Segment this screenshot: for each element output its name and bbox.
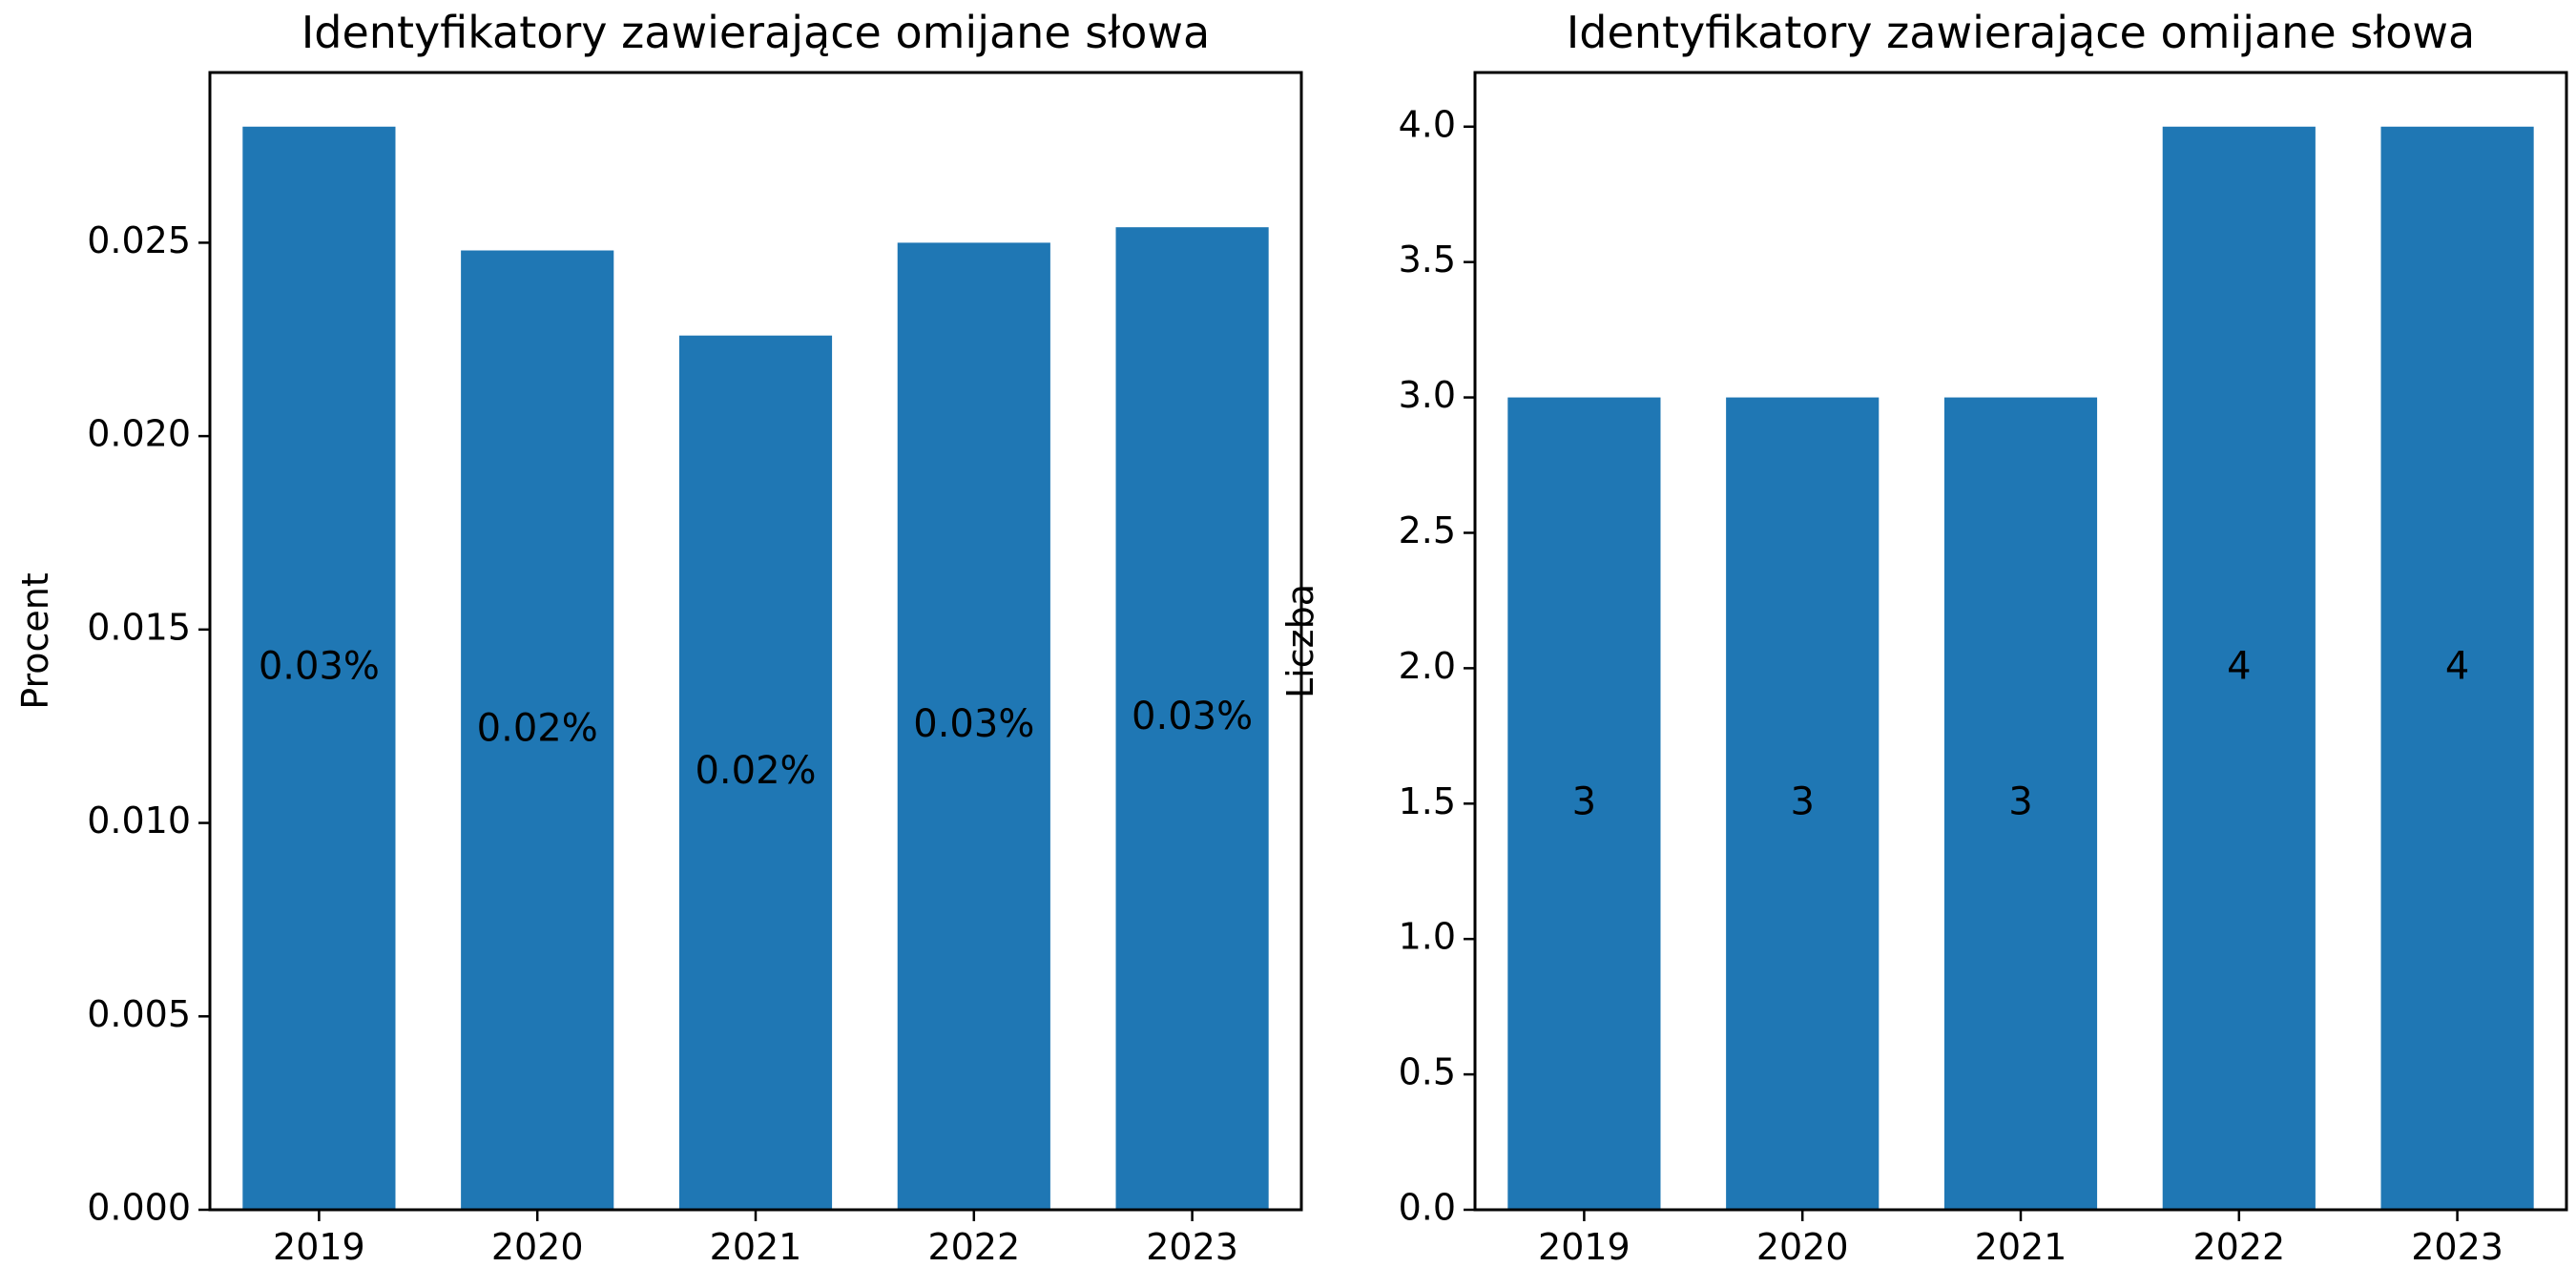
chart-title: Identyfikatory zawierające omijane słowa — [301, 7, 1211, 58]
y-tick-label: 0.005 — [87, 993, 191, 1035]
bar-2019 — [242, 126, 396, 1210]
x-tick-label: 2020 — [491, 1226, 584, 1268]
bar-2019 — [1507, 397, 1661, 1211]
y-tick-label: 2.0 — [1399, 645, 1456, 687]
bar-label: 0.03% — [913, 702, 1034, 746]
y-axis-label: Liczba — [1279, 584, 1321, 698]
y-tick-label: 1.5 — [1399, 780, 1456, 822]
y-tick-label: 3.0 — [1399, 374, 1456, 416]
x-tick-label: 2022 — [927, 1226, 1020, 1268]
x-tick-label: 2023 — [2411, 1226, 2503, 1268]
bar-label: 3 — [1572, 779, 1596, 823]
y-tick-label: 1.0 — [1399, 916, 1456, 958]
y-tick-label: 0.025 — [87, 219, 191, 261]
y-tick-label: 0.000 — [87, 1187, 191, 1229]
y-tick-label: 3.5 — [1399, 239, 1456, 280]
y-tick-label: 4.0 — [1399, 103, 1456, 145]
y-tick-label: 0.0 — [1399, 1187, 1456, 1229]
y-axis-label: Procent — [14, 572, 56, 710]
x-tick-label: 2023 — [1146, 1226, 1238, 1268]
y-tick-label: 0.020 — [87, 413, 191, 455]
bar-label: 3 — [1790, 779, 1814, 823]
bar-label: 0.03% — [259, 644, 380, 688]
y-tick-label: 0.015 — [87, 606, 191, 648]
bar-label: 0.02% — [695, 749, 816, 793]
bar-label: 4 — [2445, 644, 2469, 688]
x-tick-label: 2019 — [273, 1226, 365, 1268]
chart-count: 3 3 3 4 4 2019 2020 2021 2022 2023 0.0 0.5 1.0 1.5 2.0… — [1279, 7, 2568, 1268]
bar-label: 3 — [2008, 779, 2032, 823]
bar-label: 0.03% — [1132, 695, 1253, 738]
y-tick-label: 0.5 — [1399, 1051, 1456, 1093]
x-tick-label: 2021 — [1975, 1226, 2067, 1268]
bar-2020 — [1726, 397, 1880, 1211]
bar-2021 — [678, 335, 833, 1210]
bar-2023 — [1115, 227, 1269, 1210]
bar-label: 4 — [2227, 644, 2251, 688]
y-tick-label: 2.5 — [1399, 509, 1456, 551]
bar-2022 — [897, 242, 1050, 1211]
bar-2020 — [461, 250, 614, 1210]
x-tick-label: 2020 — [1756, 1226, 1849, 1268]
y-tick-label: 0.010 — [87, 800, 191, 841]
bar-2021 — [1943, 397, 2098, 1211]
x-tick-label: 2019 — [1538, 1226, 1631, 1268]
x-tick-label: 2021 — [710, 1226, 802, 1268]
x-tick-label: 2022 — [2192, 1226, 2285, 1268]
bar-2023 — [2380, 126, 2534, 1210]
chart-title: Identyfikatory zawierające omijane słowa — [1567, 7, 2476, 58]
bar-label: 0.02% — [477, 706, 598, 750]
chart-percent: 0.03% 0.02% 0.02% 0.03% 0.03% 2019 2020 2021 202… — [14, 7, 1303, 1268]
bar-2022 — [2162, 126, 2316, 1210]
